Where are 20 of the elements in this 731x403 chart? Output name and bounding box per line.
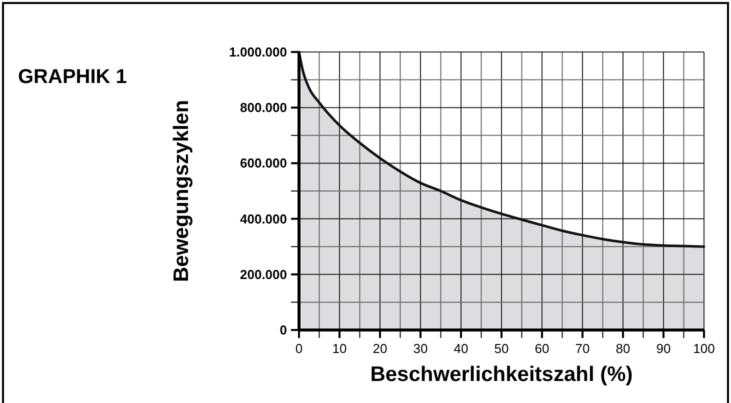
x-tick-label: 60 <box>534 341 550 356</box>
text: GRAPHIK 1 <box>18 66 127 88</box>
x-tick-label: 70 <box>575 341 590 356</box>
x-tick-label: 40 <box>454 341 468 356</box>
x-tick-label: 50 <box>494 341 509 356</box>
x-tick-label: 90 <box>656 341 671 356</box>
x-tick-label: 30 <box>413 341 428 356</box>
x-axis-title: Beschwerlichkeitszahl (%) <box>370 363 633 386</box>
x-tick-label: 0 <box>295 341 303 356</box>
x-tick-label: 20 <box>372 341 388 356</box>
y-tick-label: 600.000 <box>240 156 287 171</box>
y-tick-label: 0 <box>280 322 287 338</box>
y-tick-label: 800.000 <box>240 100 287 116</box>
y-tick-label: 200.000 <box>240 266 287 282</box>
y-tick-label: 1.000.000 <box>229 44 287 60</box>
x-tick-label: 80 <box>616 341 630 356</box>
x-tick-label: 10 <box>332 341 347 356</box>
y-axis-title: Bewegungszyklen <box>170 100 193 282</box>
x-tick-label: 100 <box>693 341 715 356</box>
y-tick-label: 400.000 <box>240 211 287 226</box>
